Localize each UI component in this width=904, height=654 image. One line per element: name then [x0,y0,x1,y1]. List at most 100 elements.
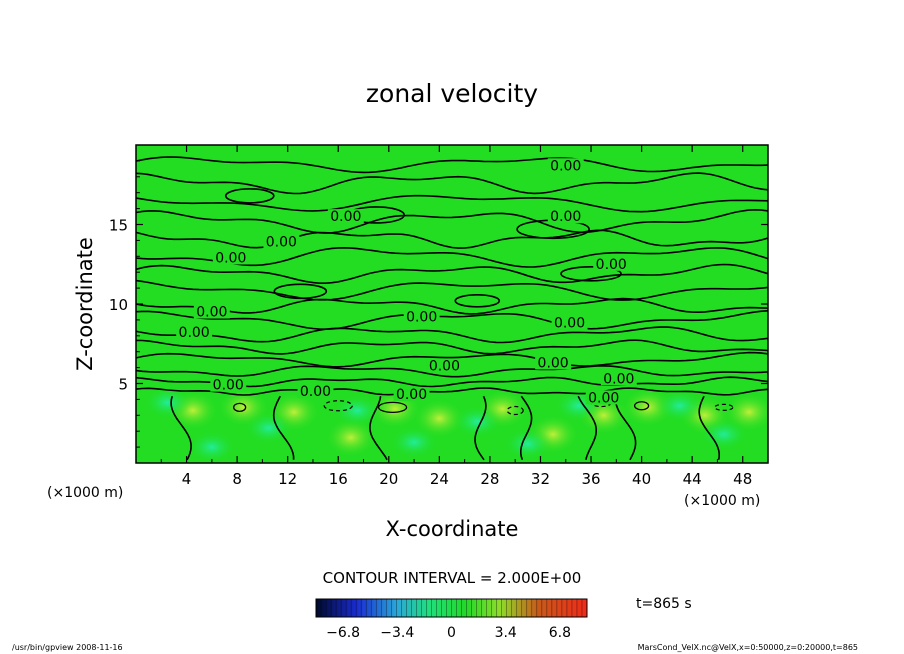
contour-line [136,208,768,234]
negative-contour [506,405,524,416]
contour-loop [224,188,275,204]
y-axis: 5 10 15 [109,160,768,448]
contour-label-bg [176,325,213,340]
positive-contour [377,401,408,414]
contour-line [136,229,768,249]
colorbar-tick-label: 0 [447,625,456,641]
contour-label: 0.00 [266,235,297,251]
contour-line [136,156,768,174]
x-tick-label: 8 [232,470,242,488]
contour-label: 0.00 [603,371,634,387]
contour-line [136,387,768,396]
contour-line [136,351,768,368]
contour-lines [136,156,768,461]
colorbar-ticks: −6.8 −3.4 0 3.4 6.8 [326,625,571,641]
cool-anomaly [187,431,236,463]
warm-anomaly [324,417,377,458]
y-axis-label: Z-coordinate [73,237,97,371]
contour-label: 0.00 [196,305,227,321]
contour-line [474,395,487,461]
x-tick-label: 16 [329,470,348,488]
cool-anomaly [655,389,704,422]
cool-anomaly [503,427,552,460]
contour-label: 0.00 [213,378,244,394]
contour-line [520,395,533,461]
x-tick-label: 20 [379,470,398,488]
colorbar-tick-label: −6.8 [326,625,360,641]
y-tick-label: 15 [109,217,128,235]
x-tick-label: 44 [683,470,702,488]
colorbar-tick-label: 3.4 [495,625,517,641]
contour-label-bg [393,387,430,402]
cool-anomaly [699,418,748,451]
contour-line [136,326,768,344]
cool-anomaly [453,405,502,438]
contour-label-bg [593,256,630,271]
y-tick-label: 10 [109,296,128,314]
contour-label: 0.00 [554,316,585,332]
contour-label: 0.00 [396,387,427,403]
chart-title: zonal velocity [366,79,538,108]
cool-anomaly [143,386,192,419]
contour-line [136,263,768,284]
contour-label: 0.00 [550,209,581,225]
x-tick-label: 4 [182,470,192,488]
x-unit-right: (×1000 m) [684,493,760,509]
time-label: t=865 s [636,596,692,612]
cool-anomaly [244,412,293,445]
cool-anomaly [333,394,382,427]
warm-anomaly [413,398,466,439]
colorbar-stripes [320,599,583,617]
contour-line [577,395,598,461]
contour-line [136,279,768,301]
contour-label: 0.00 [179,325,210,341]
contour-labels: 0.000.00 0.000.000.00 0.000.00 0.00 0.000.00… [176,158,637,406]
contour-label: 0.00 [429,359,460,375]
contour-line [698,395,720,460]
contour-label-bg [585,390,622,405]
colorbar-tick-label: 6.8 [549,625,571,641]
contour-label-bg [403,309,440,324]
x-tick-label: 40 [632,470,651,488]
contour-line [136,194,768,213]
contour-line [136,297,768,315]
contour-label-bg [547,158,584,173]
x-unit-left: (×1000 m) [47,485,123,501]
contour-label-bg [193,304,230,319]
contour-label-bg [297,384,334,399]
x-tick-label: 32 [531,470,550,488]
contour-label: 0.00 [300,384,331,400]
contour-label: 0.00 [538,355,569,371]
x-axis: 4 8 12 16 20 24 28 32 36 40 44 48 [160,145,752,488]
contour-label-bg [212,250,249,265]
contour-line [136,172,768,195]
x-axis-label: X-coordinate [386,517,519,541]
contour-line [272,395,295,460]
contour-loop [560,265,622,282]
x-tick-label: 48 [733,470,752,488]
contour-line [136,246,768,268]
contour-label: 0.00 [406,309,437,325]
contour-line [136,365,768,378]
contour-label-bg [551,315,588,330]
contour-line [170,396,192,461]
x-tick-label: 36 [581,470,600,488]
negative-contour [323,400,353,412]
contour-interval-text: CONTOUR INTERVAL = 2.000E+00 [323,569,582,587]
x-tick-label: 28 [480,470,499,488]
contour-label: 0.00 [588,390,619,406]
contour-label-bg [535,355,572,370]
contour-line [136,339,768,355]
footer-right: MarsCond_VelX.nc@VelX,x=0:50000,z=0:2000… [638,643,858,652]
contour-line [136,310,768,331]
y-tick-label: 5 [118,376,128,394]
colorbar-tick-label: −3.4 [380,625,414,641]
contour-label-bg [547,209,584,224]
footer-left: /usr/bin/gpview 2008-11-16 [12,643,123,652]
contour-label: 0.00 [550,158,581,174]
contour-label-bg [210,377,247,392]
contour-label-bg [327,209,364,224]
contour-line [369,396,388,461]
positive-contour [633,401,650,411]
